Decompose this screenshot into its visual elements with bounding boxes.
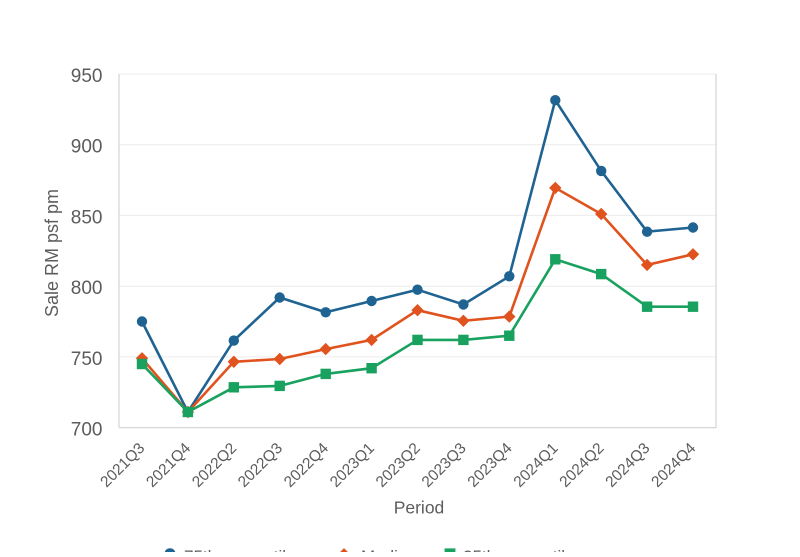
svg-text:Period: Period	[394, 498, 445, 518]
svg-text:950: 950	[71, 66, 103, 87]
svg-text:75th percentile: 75th percentile	[184, 547, 296, 552]
svg-text:750: 750	[71, 349, 103, 370]
svg-text:Sale RM psf pm: Sale RM psf pm	[42, 189, 62, 317]
svg-text:800: 800	[71, 278, 103, 299]
svg-text:Median: Median	[361, 547, 417, 552]
svg-text:25th percentile: 25th percentile	[463, 547, 575, 552]
svg-text:850: 850	[71, 207, 103, 228]
svg-text:900: 900	[71, 137, 103, 158]
svg-text:700: 700	[71, 420, 103, 441]
